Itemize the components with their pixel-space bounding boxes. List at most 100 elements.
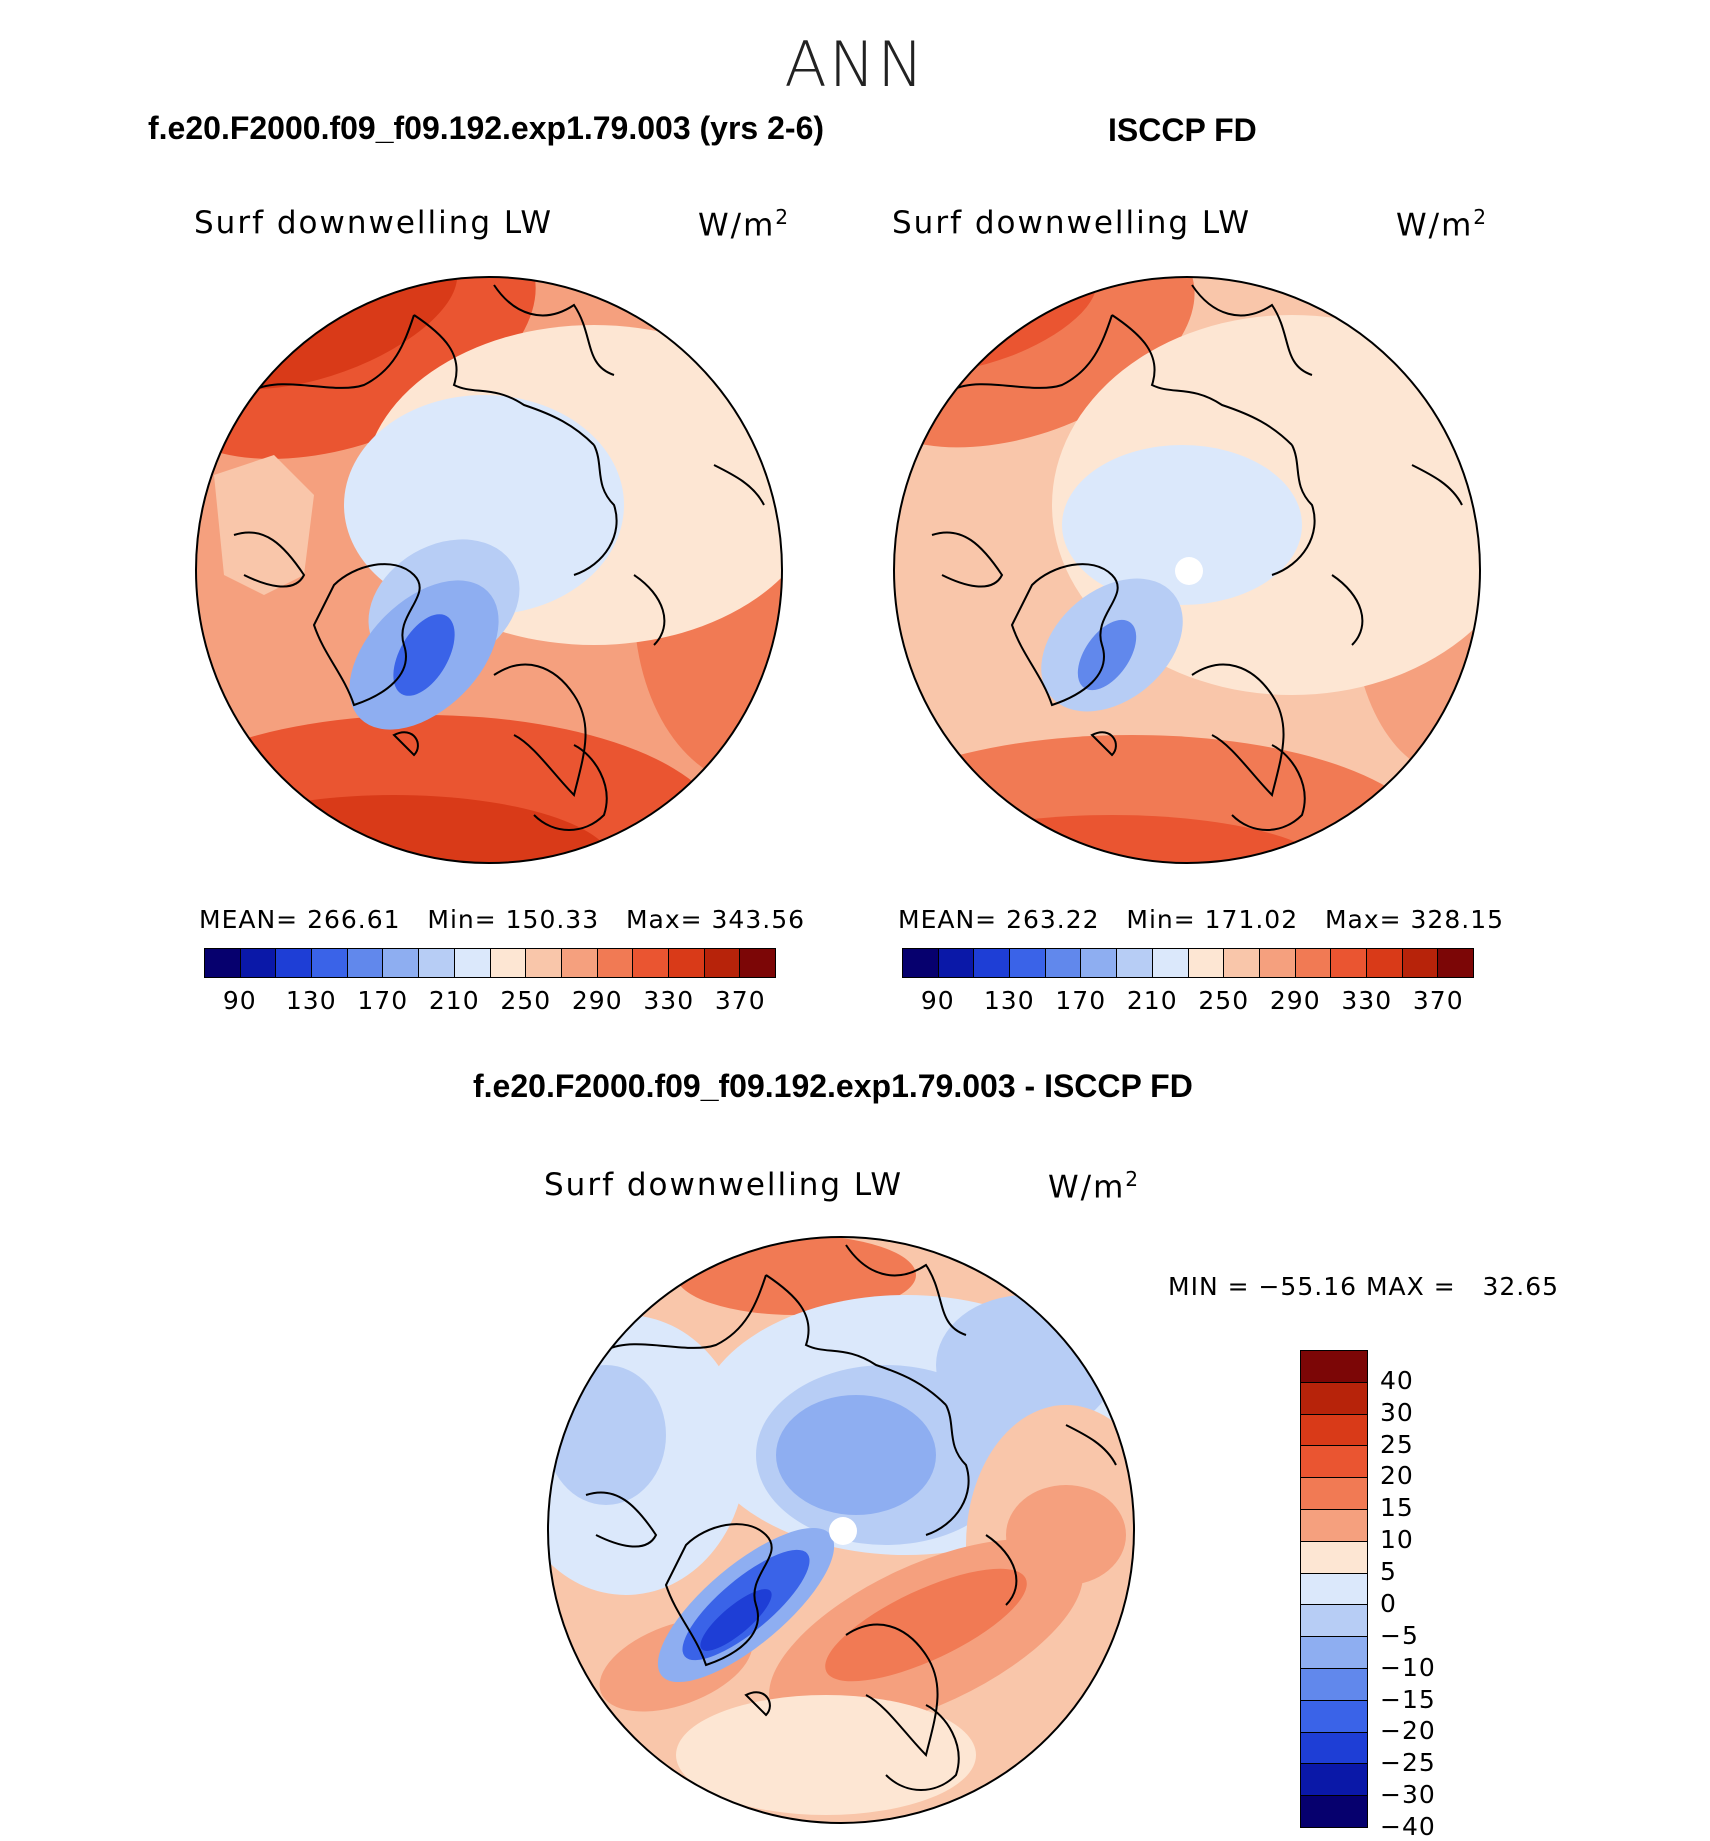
model-colorbar-swatch [561,949,598,977]
diff-colorbar-tick-label: 0 [1380,1588,1397,1618]
obs-colorbar-swatch [1010,949,1046,977]
obs-colorbar-swatch [1224,949,1260,977]
model-variable-label: Surf downwelling LW [194,205,554,241]
model-colorbar-tick-label: 90 [222,986,257,1015]
model-colorbar-swatch [668,949,705,977]
diff-colorbar-swatch [1301,1382,1367,1415]
diff-colorbar-tick-label: 25 [1380,1429,1414,1459]
obs-colorbar-swatch [1438,949,1473,977]
diff-colorbar-tick-label: −25 [1380,1748,1436,1778]
diff-colorbar-swatch [1301,1668,1367,1701]
model-colorbar-swatch [740,949,775,977]
model-colorbar-swatch [383,949,420,977]
model-units-label: W/m2 [698,205,791,244]
obs-colorbar-swatch [1259,949,1296,977]
diff-colorbar-tick-label: −30 [1380,1780,1436,1810]
obs-colorbar-swatch [974,949,1011,977]
diff-colorbar-swatch [1301,1541,1367,1574]
obs-colorbar-tick-label: 250 [1198,986,1250,1015]
model-colorbar-tick-label: 210 [428,986,480,1015]
model-colorbar-swatch [205,949,241,977]
model-colorbar-ticks: 90 130 170 210 250 290 330 370 [204,986,776,1016]
diff-colorbar-tick-label: 15 [1380,1493,1414,1523]
model-colorbar-tick-label: 290 [571,986,623,1015]
obs-colorbar-tick-label: 90 [920,986,955,1015]
diff-colorbar-swatch [1301,1573,1367,1606]
obs-colorbar-swatch [1331,949,1367,977]
model-colorbar-tick-label: 370 [714,986,766,1015]
obs-variable-label: Surf downwelling LW [892,205,1252,241]
diff-colorbar-swatch [1301,1446,1367,1479]
model-colorbar-tick-label: 250 [500,986,552,1015]
model-colorbar-swatch [347,949,384,977]
model-colorbar-tick-label: 170 [357,986,409,1015]
diff-colorbar-swatch [1301,1509,1367,1542]
diff-colorbar-tick-label: 5 [1380,1557,1397,1587]
obs-colorbar-swatch [903,949,939,977]
obs-panel-title: ISCCP FD [1108,112,1257,148]
model-colorbar-tick-label: 130 [285,986,337,1015]
obs-colorbar-swatch [1366,949,1403,977]
obs-colorbar-tick-label: 330 [1341,986,1393,1015]
obs-colorbar-swatch [1045,949,1082,977]
diff-panel-title: f.e20.F2000.f09_f09.192.exp1.79.003 - IS… [473,1068,1193,1104]
diff-colorbar-tick-label: −10 [1380,1652,1436,1682]
model-colorbar-swatch [240,949,277,977]
diff-colorbar-tick-label: 40 [1380,1365,1414,1395]
model-colorbar-swatch [597,949,634,977]
diff-variable-label: Surf downwelling LW [544,1167,904,1203]
diff-stats: MIN = −55.16 MAX = 32.65 [1168,1272,1560,1301]
obs-colorbar-tick-label: 370 [1412,986,1464,1015]
diff-colorbar-tick-label: 20 [1380,1461,1414,1491]
diff-colorbar-tick-label: 30 [1380,1397,1414,1427]
obs-colorbar-swatch [938,949,975,977]
obs-stats: MEAN= 263.22 Min= 171.02 Max= 328.15 [898,905,1505,934]
obs-colorbar-swatch [1402,949,1439,977]
diff-colorbar-swatch [1301,1605,1367,1638]
obs-colorbar-swatch [1188,949,1225,977]
diff-colorbar-swatch [1301,1478,1367,1510]
diff-colorbar-tick-label: −40 [1380,1812,1436,1841]
model-colorbar-swatch [526,949,562,977]
model-colorbar-swatch [490,949,527,977]
model-colorbar [204,948,776,978]
diff-colorbar-swatch [1301,1700,1367,1733]
diff-colorbar-swatch [1301,1414,1367,1447]
obs-colorbar-swatch [1117,949,1153,977]
diff-colorbar-swatch [1301,1732,1367,1765]
obs-colorbar-tick-label: 290 [1269,986,1321,1015]
obs-colorbar-tick-label: 130 [983,986,1035,1015]
page-title: ANN [784,28,926,101]
diff-colorbar-swatch [1301,1764,1367,1797]
model-panel-title: f.e20.F2000.f09_f09.192.exp1.79.003 (yrs… [148,110,825,146]
model-colorbar-swatch [276,949,313,977]
obs-colorbar-swatch [1295,949,1332,977]
diff-colorbar-swatch [1301,1796,1367,1827]
obs-colorbar-ticks: 90 130 170 210 250 290 330 370 [902,986,1474,1016]
obs-units-label: W/m2 [1396,205,1489,244]
diff-colorbar [1300,1350,1368,1828]
model-colorbar-swatch [419,949,455,977]
diff-colorbar-tick-label: 10 [1380,1525,1414,1555]
model-colorbar-swatch [312,949,348,977]
diff-colorbar-tick-label: −20 [1380,1716,1436,1746]
diff-colorbar-tick-label: −15 [1380,1684,1436,1714]
diff-colorbar-tick-label: −5 [1380,1620,1419,1650]
obs-colorbar-swatch [1081,949,1118,977]
diff-colorbar-swatch [1301,1637,1367,1669]
obs-colorbar-tick-label: 170 [1055,986,1107,1015]
model-colorbar-swatch [633,949,669,977]
diff-units-label: W/m2 [1048,1167,1141,1206]
obs-colorbar [902,948,1474,978]
diff-polar-map [547,1236,1135,1824]
diff-colorbar-ticks: 40 30 25 20 15 10 5 0 −5 −10 −15 −20 −25 −30 −40 [1380,1350,1480,1841]
model-colorbar-tick-label: 330 [643,986,695,1015]
obs-colorbar-tick-label: 210 [1126,986,1178,1015]
model-polar-map [195,276,783,864]
model-stats: MEAN= 266.61 Min= 150.33 Max= 343.56 [199,905,806,934]
diff-colorbar-swatch [1301,1351,1367,1383]
model-colorbar-swatch [454,949,491,977]
model-colorbar-swatch [704,949,741,977]
obs-colorbar-swatch [1152,949,1189,977]
obs-polar-map [893,276,1481,864]
